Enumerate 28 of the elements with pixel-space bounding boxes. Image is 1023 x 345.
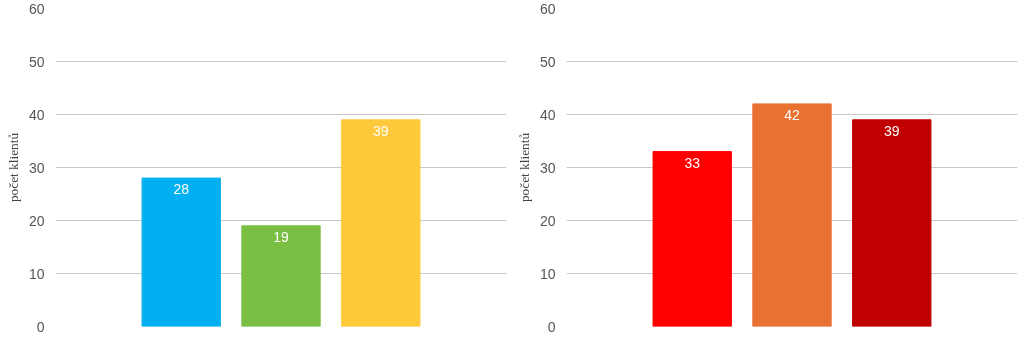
data-label: 33 [684,154,701,171]
data-label: 42 [784,106,800,123]
data-label: 39 [372,122,389,139]
bar [752,103,832,327]
y-tick-label: 0 [547,318,556,335]
y-tick-label: 0 [36,318,45,335]
bar [241,225,321,327]
y-axis-title: počet klientů [516,132,532,203]
y-tick-label: 40 [28,106,45,123]
bar [852,119,932,327]
y-tick-label: 60 [539,0,556,17]
y-tick-label: 50 [539,53,556,70]
bar [341,119,421,327]
y-tick-label: 20 [28,212,45,229]
y-tick-label: 30 [28,159,45,176]
y-tick-label: 10 [539,265,556,282]
data-label: 39 [883,122,900,139]
y-tick-label: 50 [28,53,45,70]
bar [141,177,221,327]
y-tick-label: 10 [28,265,45,282]
y-tick-label: 30 [539,159,556,176]
bar [652,151,732,327]
y-tick-label: 40 [539,106,556,123]
y-tick-label: 60 [28,0,45,17]
y-tick-label: 20 [539,212,556,229]
data-label: 28 [173,181,190,198]
data-label: 19 [273,228,289,245]
y-axis-title: počet klientů [5,132,21,203]
